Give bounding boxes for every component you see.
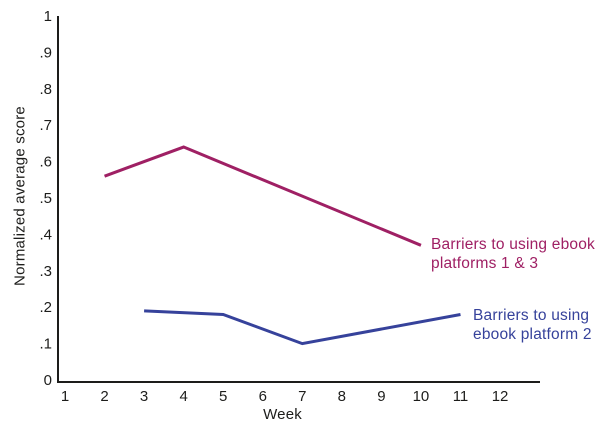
y-tick-label: .6 xyxy=(39,154,52,171)
x-tick-label: 5 xyxy=(219,388,227,405)
x-tick-label: 2 xyxy=(100,388,108,405)
x-tick-label: 8 xyxy=(338,388,346,405)
series-label-line: platforms 1 & 3 xyxy=(431,255,539,272)
series-line-barriers-platforms-1-3 xyxy=(104,145,422,247)
x-tick-label: 3 xyxy=(140,388,148,405)
series-line-barriers-platform-2 xyxy=(144,309,461,346)
y-tick-label: .7 xyxy=(39,117,52,134)
y-tick-label: 1 xyxy=(44,8,52,25)
y-tick-label: .4 xyxy=(39,226,52,243)
x-tick-label: 1 xyxy=(61,388,69,405)
y-tick-label: .5 xyxy=(39,190,52,207)
y-tick-label: .1 xyxy=(39,336,52,353)
x-tick-label: 9 xyxy=(377,388,385,405)
x-tick-label: 11 xyxy=(453,388,469,405)
x-axis-title: Week xyxy=(263,406,302,423)
x-tick-label: 12 xyxy=(492,388,509,405)
series-label-line: ebook platform 2 xyxy=(473,326,592,343)
y-tick-label: .3 xyxy=(39,263,52,280)
y-tick-label: 0 xyxy=(44,372,52,389)
series-label-line: Barriers to using xyxy=(473,307,590,324)
y-axis-title: Normalized average score xyxy=(11,106,29,286)
y-tick-label: .8 xyxy=(39,81,52,98)
x-tick-label: 4 xyxy=(179,388,187,405)
series-label-barriers-platform-2: Barriers to using ebook platform 2 xyxy=(473,306,592,344)
series-label-barriers-platforms-1-3: Barriers to using ebook platforms 1 & 3 xyxy=(431,235,595,273)
x-tick-label: 10 xyxy=(413,388,430,405)
series-label-line: Barriers to using ebook xyxy=(431,236,595,253)
x-tick-label: 7 xyxy=(298,388,306,405)
y-tick-label: .9 xyxy=(39,44,52,61)
x-tick-label: 6 xyxy=(259,388,267,405)
y-tick-label: .2 xyxy=(39,299,52,316)
